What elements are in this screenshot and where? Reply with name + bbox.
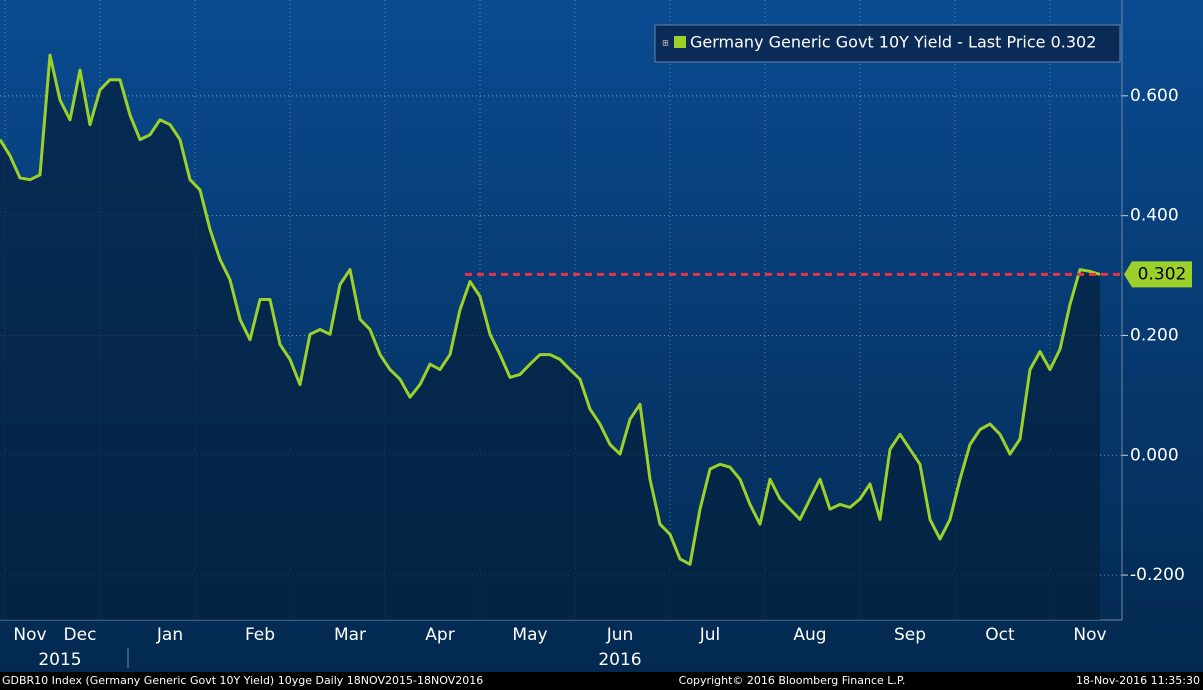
plot: [0, 53, 1122, 621]
legend-swatch: [674, 36, 686, 48]
x-tick-label: Aug: [793, 625, 826, 645]
x-tick-label: Jan: [156, 625, 183, 645]
x-tick-label: Apr: [425, 625, 454, 645]
labels: -0.200 0.000 0.200 0.400 0.600 Nov Dec Jan Feb Ma…: [13, 86, 1192, 670]
x-tick-label: Sep: [894, 625, 926, 645]
x-tick-label: Feb: [245, 625, 275, 645]
x-tick-label: Dec: [64, 625, 97, 645]
x-tick-label: Jun: [606, 625, 634, 645]
footer-center: Copyright© 2016 Bloomberg Finance L.P.: [679, 674, 906, 687]
last-price-label: 0.302: [1138, 264, 1187, 284]
last-price-tag: [1124, 261, 1192, 288]
legend-label: Germany Generic Govt 10Y Yield - Last Pr…: [690, 33, 1096, 52]
x-tick-label: May: [512, 625, 547, 645]
y-tick-label: -0.200: [1130, 565, 1185, 585]
y-tick-label: 0.400: [1130, 206, 1179, 226]
x-tick-label: Nov: [1073, 625, 1106, 645]
footer-right: 18-Nov-2016 11:35:30: [1076, 674, 1200, 687]
x-tick-label: Mar: [334, 625, 366, 645]
x-tick-label: Oct: [985, 625, 1015, 645]
footer-left: GDBR10 Index (Germany Generic Govt 10Y Y…: [2, 674, 483, 687]
x-tick-label: Jul: [699, 625, 721, 645]
legend-box: [654, 24, 1121, 63]
x-tick-label: Nov: [13, 625, 46, 645]
footer-bar: [0, 672, 1203, 690]
y-tick-label: 0.200: [1130, 325, 1179, 345]
line: [0, 53, 1101, 566]
year-label: 2015: [38, 650, 81, 670]
year-label: 2016: [598, 650, 641, 670]
area: [0, 55, 1100, 621]
y-tick-label: 0.000: [1130, 445, 1179, 465]
legend-icon: ⊞: [662, 39, 669, 48]
y-tick-label: 0.600: [1130, 86, 1179, 106]
